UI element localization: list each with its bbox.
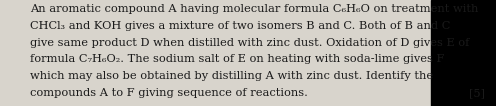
Text: CHCl₃ and KOH gives a mixture of two isomers B and C. Both of B and C: CHCl₃ and KOH gives a mixture of two iso… — [30, 21, 450, 31]
Bar — [431, 0, 496, 106]
Text: formula C₇H₆O₂. The sodium salt of E on heating with soda-lime gives F: formula C₇H₆O₂. The sodium salt of E on … — [30, 54, 444, 64]
Text: [5]: [5] — [469, 88, 485, 98]
Text: An aromatic compound A having molecular formula C₆H₆O on treatment with: An aromatic compound A having molecular … — [30, 4, 478, 14]
Text: which may also be obtained by distilling A with zinc dust. Identify the: which may also be obtained by distilling… — [30, 71, 433, 81]
Text: compounds A to F giving sequence of reactions.: compounds A to F giving sequence of reac… — [30, 88, 308, 98]
Text: give same product D when distilled with zinc dust. Oxidation of D gives E of: give same product D when distilled with … — [30, 38, 469, 48]
